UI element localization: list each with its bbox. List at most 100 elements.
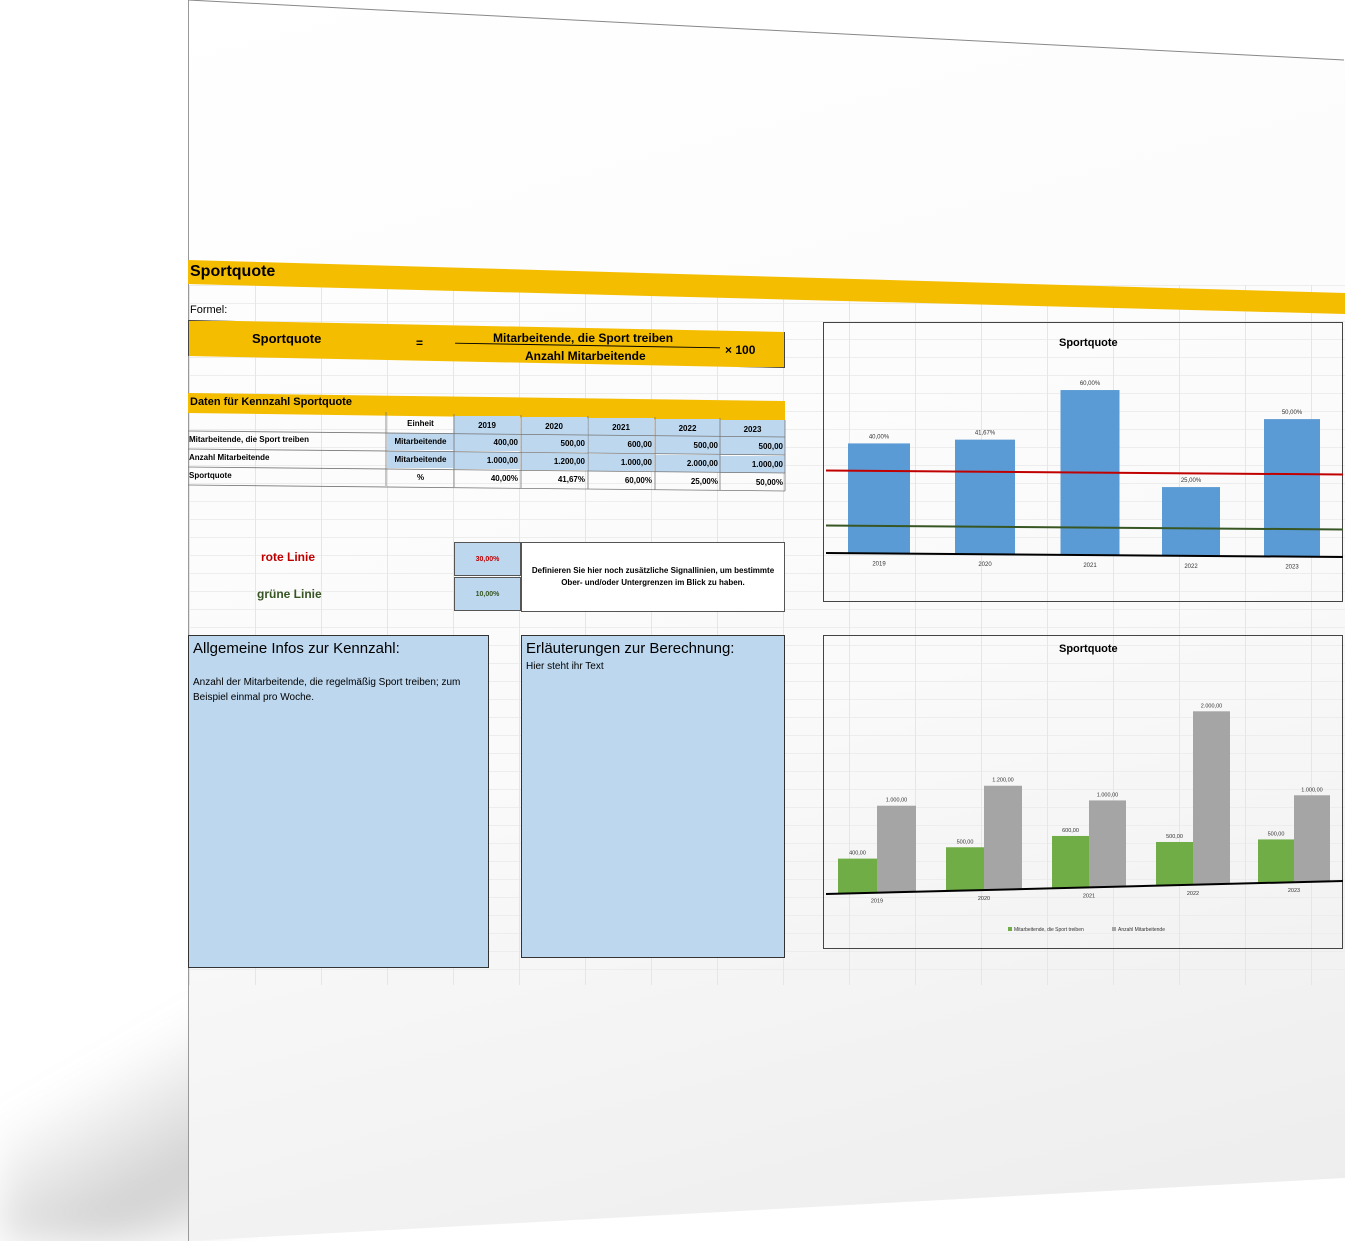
row-label: Anzahl Mitarbeitende (189, 452, 270, 462)
bar-sport (1052, 835, 1089, 888)
x-tick-label: 2020 (978, 562, 992, 568)
legend-swatch (1008, 927, 1012, 931)
table-cell[interactable]: 1.000,00 (588, 454, 654, 471)
table-cell[interactable]: 1.000,00 (720, 456, 785, 473)
x-tick-label: 2022 (1187, 891, 1199, 897)
x-axis (825, 880, 1344, 895)
year-header: 2023 (720, 420, 785, 438)
bar (848, 443, 910, 554)
bar-sport (946, 847, 984, 891)
year-header: 2019 (454, 416, 520, 434)
table-cell: 60,00% (624, 476, 652, 485)
red-line-value[interactable]: 30,00% (454, 542, 521, 576)
table-cell: 50,00% (755, 478, 783, 487)
table-cell: 25,00% (690, 477, 718, 486)
row-label: Mitarbeitende, die Sport treiben (189, 434, 310, 444)
table-cell[interactable]: 1.000,00 (454, 452, 520, 469)
table-cell[interactable]: 600,00 (588, 436, 654, 453)
bar-sport (1156, 841, 1193, 886)
x-tick-label: 2023 (1285, 565, 1299, 571)
bar-total (1294, 795, 1330, 882)
bar-total (1089, 800, 1126, 887)
general-info-title: Allgemeine Infos zur Kennzahl: (193, 640, 400, 657)
data-label: 400,00 (849, 851, 866, 857)
bar-total (877, 805, 916, 893)
table-cell: 40,00% (490, 474, 518, 483)
data-label: 41,67% (975, 431, 996, 437)
row-unit: % (416, 473, 425, 482)
data-section-title: Daten für Kennzahl Sportquote (190, 396, 352, 408)
data-label: 40,00% (869, 434, 890, 440)
bar-total (984, 785, 1022, 890)
x-tick-label: 2021 (1083, 563, 1097, 569)
green-line-value[interactable]: 10,00% (454, 577, 521, 611)
x-tick-label: 2019 (871, 899, 883, 905)
page-title: Sportquote (190, 263, 276, 280)
x-tick-label: 2022 (1184, 564, 1198, 570)
year-header: 2021 (588, 418, 654, 436)
table-cell[interactable]: 1.200,00 (521, 453, 587, 470)
table-cell[interactable]: 500,00 (655, 437, 720, 454)
row-unit: Mitarbeitende (387, 433, 454, 450)
data-label: 1.200,00 (992, 778, 1013, 784)
data-label: 50,00% (1282, 410, 1303, 416)
row-label: Sportquote (189, 470, 232, 480)
bar (955, 439, 1015, 555)
table-cell[interactable]: 400,00 (454, 434, 520, 451)
data-label: 60,00% (1080, 381, 1101, 387)
general-info-box[interactable]: Allgemeine Infos zur Kennzahl: Anzahl de… (188, 635, 489, 968)
bar-sport (1258, 839, 1294, 883)
data-label: 2.000,00 (1201, 703, 1222, 709)
table-cell[interactable]: 2.000,00 (655, 455, 720, 472)
signal-note: Definieren Sie hier noch zusätzliche Sig… (521, 542, 785, 612)
unit-header: Einheit (407, 418, 434, 428)
reference-line (825, 469, 1344, 476)
year-header: 2022 (655, 419, 720, 437)
x-tick-label: 2020 (978, 896, 990, 902)
formula-numerator: Mitarbeitende, die Sport treiben (493, 331, 674, 345)
formula-denominator: Anzahl Mitarbeitende (525, 349, 646, 363)
data-label: 25,00% (1181, 478, 1202, 484)
green-line-label: grüne Linie (257, 587, 322, 601)
bar-sport (838, 858, 877, 894)
table-cell[interactable]: 500,00 (720, 438, 785, 455)
formula-label: Formel: (190, 304, 228, 316)
chart-sportquote-frame[interactable] (823, 322, 1343, 602)
formula-left: Sportquote (252, 331, 322, 346)
red-line-label: rote Linie (261, 550, 316, 564)
calculation-info-title: Erläuterungen zur Berechnung: (526, 640, 735, 657)
data-label: 1.000,00 (1097, 792, 1118, 798)
calculation-info-text: Hier steht ihr Text (526, 661, 604, 672)
bar (1264, 419, 1320, 557)
year-header: 2020 (521, 417, 587, 435)
chart-employees-frame[interactable] (823, 635, 1343, 949)
bar (1162, 487, 1220, 556)
data-label: 1.000,00 (1301, 787, 1322, 793)
data-label: 1.000,00 (886, 798, 907, 804)
x-tick-label: 2019 (872, 561, 886, 567)
data-label: 500,00 (1268, 831, 1285, 837)
data-label: 500,00 (1166, 834, 1183, 840)
table-cell[interactable]: 500,00 (521, 435, 587, 452)
legend-label: Mitarbeitende, die Sport treiben (1014, 927, 1084, 933)
legend-label: Anzahl Mitarbeitende (1118, 927, 1165, 933)
calculation-info-box[interactable]: Erläuterungen zur Berechnung: Hier steht… (521, 635, 785, 958)
reference-line (825, 524, 1344, 531)
data-label: 500,00 (957, 839, 974, 845)
formula-equals: = (416, 336, 424, 350)
data-label: 600,00 (1062, 828, 1079, 834)
legend-swatch (1112, 927, 1116, 931)
chart2-title: Sportquote (1059, 643, 1118, 655)
chart1-title: Sportquote (1059, 337, 1118, 349)
general-info-text: Anzahl der Mitarbeitende, die regelmäßig… (193, 677, 461, 703)
x-tick-label: 2021 (1083, 893, 1095, 899)
x-tick-label: 2023 (1288, 888, 1300, 894)
row-unit: Mitarbeitende (387, 451, 454, 468)
x-axis (825, 552, 1344, 558)
bar-total (1193, 711, 1230, 885)
formula-multiplier: × 100 (725, 343, 756, 357)
table-cell: 41,67% (557, 475, 585, 484)
